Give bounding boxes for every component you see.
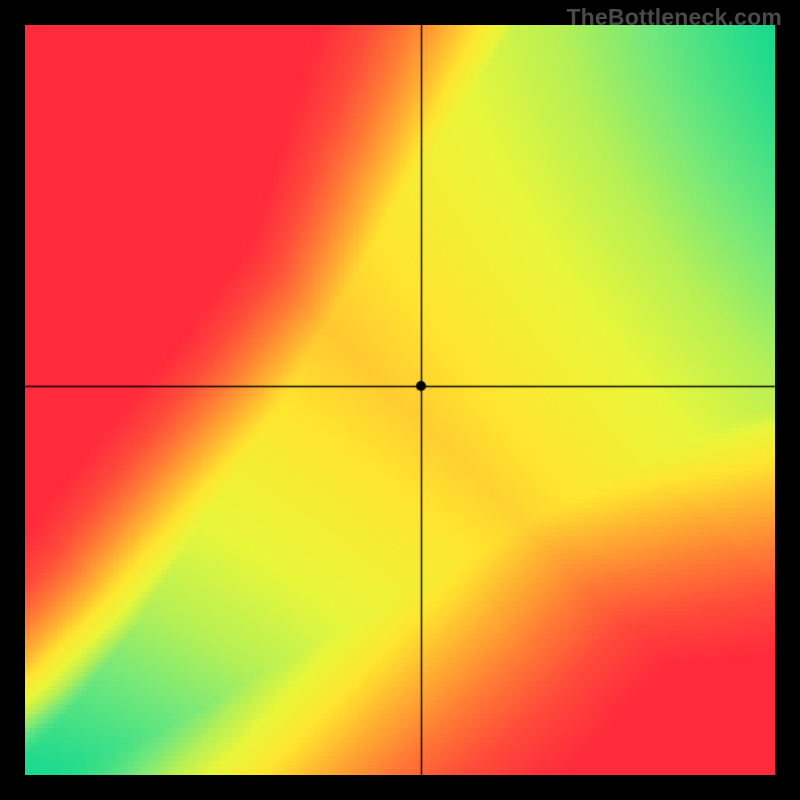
bottleneck-heatmap <box>25 25 775 775</box>
watermark-text: TheBottleneck.com <box>566 4 782 31</box>
chart-stage: TheBottleneck.com <box>0 0 800 800</box>
